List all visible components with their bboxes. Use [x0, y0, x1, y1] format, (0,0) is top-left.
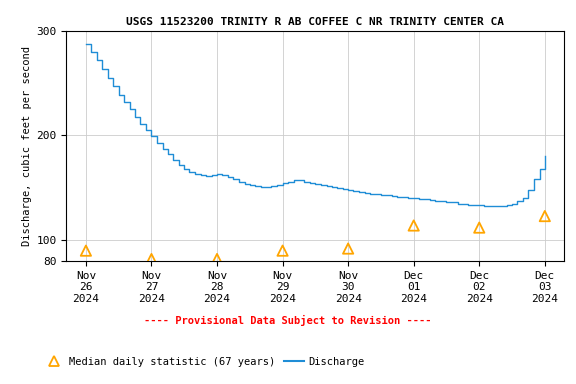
Point — [213, 256, 222, 262]
Text: ---- Provisional Data Subject to Revision ----: ---- Provisional Data Subject to Revisio… — [144, 315, 432, 326]
Point — [343, 245, 353, 252]
Title: USGS 11523200 TRINITY R AB COFFEE C NR TRINITY CENTER CA: USGS 11523200 TRINITY R AB COFFEE C NR T… — [126, 17, 505, 27]
Point — [409, 222, 418, 228]
Point — [540, 213, 550, 219]
Legend: Median daily statistic (67 years), Discharge: Median daily statistic (67 years), Disch… — [40, 353, 369, 371]
Point — [147, 256, 156, 262]
Point — [475, 225, 484, 231]
Point — [81, 248, 90, 254]
Point — [278, 248, 287, 254]
Y-axis label: Discharge, cubic feet per second: Discharge, cubic feet per second — [22, 46, 32, 246]
